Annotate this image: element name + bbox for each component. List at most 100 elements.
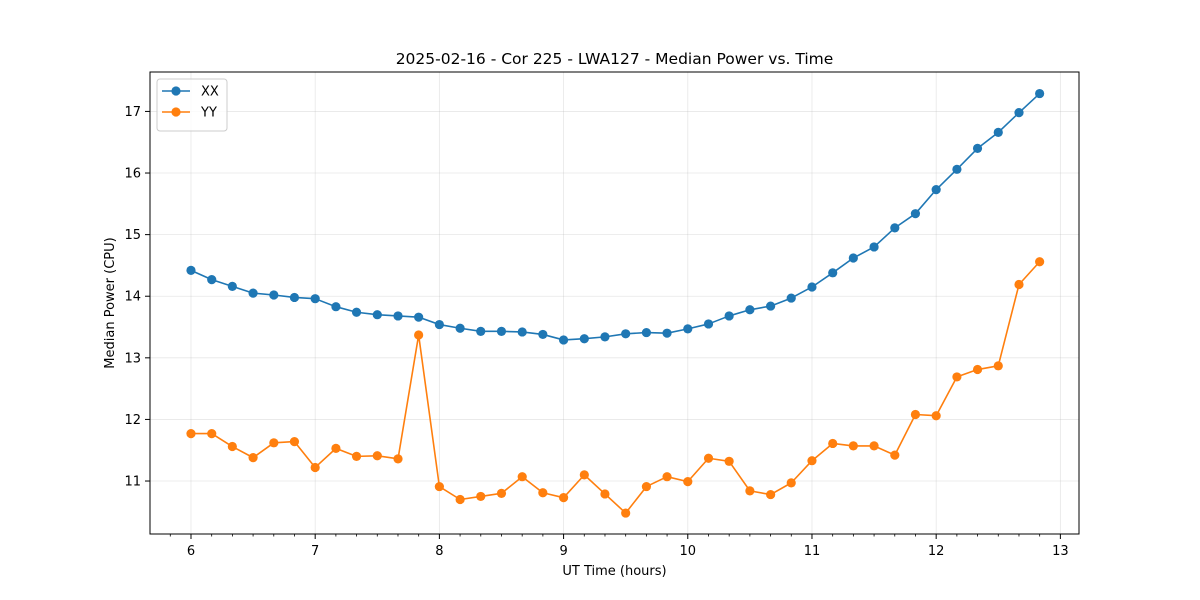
data-point-yy <box>766 489 776 500</box>
data-point-xx <box>351 307 362 317</box>
series-xx <box>186 88 1045 345</box>
data-point-yy <box>869 441 879 451</box>
data-point-yy <box>289 437 300 447</box>
data-point-yy <box>393 454 403 464</box>
x-axis-label: UT Time (hours) <box>562 564 666 579</box>
x-tick-label: 10 <box>680 544 697 559</box>
data-point-xx <box>558 335 569 345</box>
data-point-yy <box>786 478 796 488</box>
grid-lines <box>150 72 1079 534</box>
data-point-xx <box>496 326 507 336</box>
data-point-yy <box>455 494 465 505</box>
data-point-xx <box>869 242 879 252</box>
data-point-xx <box>807 282 817 292</box>
data-point-yy <box>372 451 382 461</box>
data-point-xx <box>952 164 962 174</box>
y-tick-label: 15 <box>124 228 141 243</box>
data-point-yy <box>724 456 734 466</box>
data-point-yy <box>579 470 589 480</box>
x-tick-label: 8 <box>435 544 443 559</box>
x-tick-label: 13 <box>1052 544 1069 559</box>
data-point-xx <box>455 323 465 333</box>
data-point-xx <box>248 288 258 298</box>
x-tick-label: 11 <box>804 544 821 559</box>
data-point-yy <box>703 453 714 463</box>
data-point-xx <box>931 185 941 195</box>
data-point-xx <box>414 312 424 322</box>
x-axis: 6 7 8 9 10 11 12 13 <box>169 534 1069 559</box>
data-point-xx <box>910 209 921 219</box>
data-point-xx <box>972 143 983 153</box>
data-point-yy <box>496 488 507 498</box>
data-point-yy <box>351 451 362 461</box>
data-point-xx <box>207 274 217 285</box>
data-point-xx <box>227 281 237 291</box>
data-point-yy <box>848 441 858 451</box>
data-point-yy <box>538 488 548 498</box>
x-tick-label: 7 <box>311 544 319 559</box>
data-point-yy <box>745 486 755 496</box>
data-point-xx <box>828 268 838 278</box>
data-point-yy <box>207 428 217 439</box>
data-point-xx <box>393 311 403 321</box>
y-tick-label: 11 <box>124 475 141 490</box>
legend-marker-xx <box>171 86 181 96</box>
data-point-yy <box>641 481 652 492</box>
data-point-yy <box>558 493 569 503</box>
data-point-yy <box>621 508 631 518</box>
y-tick-label: 16 <box>124 167 141 182</box>
data-point-yy <box>890 450 900 460</box>
data-point-xx <box>476 326 486 336</box>
series-layer <box>186 88 1045 518</box>
data-point-xx <box>269 290 279 300</box>
data-point-yy <box>476 491 486 502</box>
y-tick-label: 13 <box>124 351 141 366</box>
data-point-xx <box>890 223 900 233</box>
data-point-xx <box>641 327 652 338</box>
data-point-yy <box>248 453 258 463</box>
data-point-xx <box>538 329 548 340</box>
data-point-xx <box>600 332 610 342</box>
data-point-xx <box>517 327 527 337</box>
data-point-xx <box>186 265 196 275</box>
data-point-xx <box>786 293 796 303</box>
data-point-xx <box>289 292 300 303</box>
data-point-yy <box>972 364 983 375</box>
x-tick-label: 9 <box>559 544 567 559</box>
chart-title: 2025-02-16 - Cor 225 - LWA127 - Median P… <box>396 50 834 68</box>
data-point-xx <box>434 319 444 330</box>
y-tick-label: 14 <box>124 290 141 305</box>
data-point-yy <box>331 443 341 453</box>
data-point-yy <box>414 330 424 340</box>
data-point-yy <box>434 481 444 492</box>
data-point-yy <box>310 462 320 473</box>
data-point-yy <box>662 472 672 482</box>
data-point-xx <box>1035 88 1045 99</box>
y-tick-label: 17 <box>124 105 141 120</box>
plot-area-frame <box>149 71 1080 535</box>
data-point-xx <box>621 329 631 339</box>
data-point-xx <box>745 305 755 315</box>
x-tick-label: 12 <box>928 544 945 559</box>
legend-label-yy: YY <box>200 106 217 121</box>
legend-marker-yy <box>171 107 181 117</box>
data-point-yy <box>910 409 921 420</box>
data-point-xx <box>683 324 693 334</box>
data-point-yy <box>186 428 196 439</box>
data-point-yy <box>952 372 962 382</box>
data-point-xx <box>372 310 382 320</box>
data-point-xx <box>766 301 776 311</box>
y-axis-label: Median Power (CPU) <box>103 237 118 368</box>
data-point-yy <box>227 441 237 452</box>
x-tick-label: 6 <box>187 544 195 559</box>
data-point-xx <box>703 319 714 329</box>
data-point-yy <box>269 438 279 448</box>
data-point-yy <box>683 477 693 487</box>
y-axis: 11 12 13 14 15 16 17 <box>124 105 150 490</box>
data-point-xx <box>310 294 320 304</box>
data-point-xx <box>331 302 341 312</box>
data-point-yy <box>993 361 1003 371</box>
data-point-xx <box>1014 108 1024 118</box>
legend-label-xx: XX <box>201 85 219 100</box>
